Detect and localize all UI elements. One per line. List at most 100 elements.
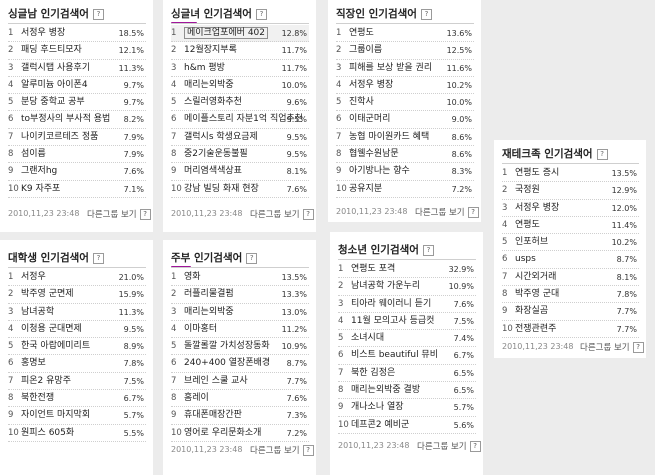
keyword-link[interactable]: K9 자주포 [21,183,61,194]
keyword-link[interactable]: 11월 모의고사 등급컷 [351,315,435,326]
keyword-row[interactable]: 3 서정우 병장 12.0% [502,200,639,217]
keyword-link[interactable]: 브레인 스쿨 교사 [184,375,248,386]
keyword-row[interactable]: 3 갤럭시탭 사용후기 11.3% [8,60,146,77]
help-icon[interactable]: ? [420,8,432,20]
keyword-row[interactable]: 6 홍명보 7.8% [8,355,146,373]
keyword-row[interactable]: 5 소녀시대 7.4% [338,330,476,348]
keyword-link[interactable]: 알루미늄 아이폰4 [21,79,88,90]
keyword-link[interactable]: 매리는외박중 [184,79,234,90]
keyword-link[interactable]: 서정우 병장 [515,202,560,213]
keyword-row[interactable]: 1 메이크업포에버 402 12.8% [171,25,309,43]
keyword-link[interactable]: 피온2 유망주 [21,375,71,386]
keyword-link[interactable]: 휴대폰매장간판 [184,410,242,421]
keyword-row[interactable]: 2 국정원 12.9% [502,182,639,200]
help-icon[interactable]: ? [596,148,608,160]
keyword-link[interactable]: 협웰수원남문 [349,149,399,160]
keyword-row[interactable]: 10 강남 빌딩 화재 현장 7.6% [171,181,309,198]
keyword-row[interactable]: 9 휴대폰매장간판 7.3% [171,407,309,425]
keyword-link[interactable]: 메이플스토리 자분1억 직업추천 [184,114,304,125]
keyword-link[interactable]: 서정우 병장 [21,28,66,38]
keyword-row[interactable]: 6 usps 8.7% [502,251,639,269]
keyword-link[interactable]: 북한전쟁 [21,393,55,404]
keyword-link[interactable]: 연평도 증시 [515,168,560,178]
keyword-link[interactable]: 12월장지부록 [184,45,237,56]
keyword-link[interactable]: 시간외거래 [515,271,557,282]
keyword-row[interactable]: 1 연평도 13.6% [336,25,474,43]
keyword-row[interactable]: 8 섬이름 7.9% [8,146,146,164]
keyword-link[interactable]: 소녀시대 [351,333,385,344]
keyword-row[interactable]: 3 h&m 평방 11.7% [171,60,309,77]
keyword-link[interactable]: 농협 마이원카드 혜택 [349,131,430,142]
keyword-row[interactable]: 7 나이키코르테즈 정품 7.9% [8,129,146,147]
keyword-link[interactable]: 국정원 [515,185,540,196]
keyword-link[interactable]: 진학사 [349,97,374,108]
keyword-row[interactable]: 10 전쟁관련주 7.7% [502,321,639,338]
keyword-link[interactable]: 남녀공학 가운누리 [351,281,421,292]
keyword-link[interactable]: 인포허브 [515,237,549,248]
keyword-link[interactable]: 스릴러영화추천 [184,97,242,108]
other-groups-button[interactable]: 다른그룹 보기? [250,208,314,220]
keyword-link[interactable]: 전쟁관련주 [515,323,557,334]
keyword-link[interactable]: 강남 빌딩 화재 현장 [184,183,259,194]
keyword-link[interactable]: 피해를 보상 받을 권리 [349,62,433,73]
keyword-link[interactable]: 머리염색색상표 [184,166,242,177]
keyword-link[interactable]: 그룹이름 [349,45,383,56]
keyword-row[interactable]: 5 분당 중학교 공부 9.7% [8,94,146,112]
keyword-link[interactable]: 서정우 병장 [349,79,394,90]
keyword-row[interactable]: 4 매리는외박중 10.0% [171,77,309,95]
keyword-link[interactable]: 연평도 포격 [351,264,396,274]
keyword-row[interactable]: 9 아기방나는 향수 8.3% [336,163,474,181]
keyword-link[interactable]: 이마홍터 [184,323,218,334]
keyword-link[interactable]: 자이언트 마지막회 [21,410,91,421]
keyword-link[interactable]: 박주영 군면제 [21,289,74,300]
keyword-row[interactable]: 6 240+400 열장폰배경 8.7% [171,355,309,373]
keyword-row[interactable]: 5 인포허브 10.2% [502,234,639,252]
keyword-row[interactable]: 9 개나소나 열장 5.7% [338,399,476,417]
keyword-row[interactable]: 10 원피스 605화 5.5% [8,425,146,442]
keyword-row[interactable]: 1 서정우 21.0% [8,269,146,287]
keyword-row[interactable]: 2 러플리물결펌 13.3% [171,286,309,304]
keyword-row[interactable]: 4 이마홍터 11.2% [171,321,309,339]
keyword-row[interactable]: 3 남녀공학 11.3% [8,304,146,321]
keyword-link[interactable]: 화장실곰 [515,306,549,317]
keyword-link[interactable]: 이청용 군대면제 [21,323,82,334]
keyword-row[interactable]: 10 공유지분 7.2% [336,181,474,198]
help-icon[interactable]: ? [92,252,104,264]
keyword-link[interactable]: 연평도 [349,28,374,38]
keyword-row[interactable]: 5 돌깔롤깔 가치성장동화 10.9% [171,338,309,356]
keyword-link[interactable]: 러플리물결펌 [184,289,234,300]
keyword-link[interactable]: 섬이름 [21,149,46,160]
help-icon[interactable]: ? [92,8,104,20]
keyword-row[interactable]: 6 이태군머리 9.0% [336,111,474,129]
keyword-row[interactable]: 4 이청용 군대면제 9.5% [8,321,146,339]
keyword-link[interactable]: 영화 [184,272,201,282]
keyword-link[interactable]: 매리는외박중 결방 [351,385,421,396]
keyword-link[interactable]: 메이크업포에버 402 [184,27,268,39]
keyword-row[interactable]: 9 화장실곰 7.7% [502,303,639,321]
keyword-row[interactable]: 2 12월장지부록 11.7% [171,42,309,60]
keyword-row[interactable]: 7 갤럭시s 학생요금제 9.5% [171,129,309,147]
keyword-row[interactable]: 7 농협 마이원카드 혜택 8.6% [336,129,474,147]
keyword-link[interactable]: 남녀공학 [21,306,55,317]
keyword-row[interactable]: 3 티아라 웨이러니 듣기 7.6% [338,296,476,313]
keyword-row[interactable]: 9 머리염색색상표 8.1% [171,163,309,181]
keyword-row[interactable]: 8 중2기술운동불필 9.5% [171,146,309,164]
keyword-row[interactable]: 2 그룹이름 12.5% [336,42,474,60]
keyword-row[interactable]: 6 메이플스토리 자분1억 직업추천 9.5% [171,111,309,129]
keyword-row[interactable]: 7 브레인 스쿨 교사 7.7% [171,373,309,391]
keyword-link[interactable]: 갤럭시s 학생요금제 [184,131,258,142]
keyword-link[interactable]: 돌깔롤깔 가치성장동화 [184,341,270,352]
keyword-row[interactable]: 2 남녀공학 가운누리 10.9% [338,278,476,296]
keyword-row[interactable]: 8 북한전쟁 6.7% [8,390,146,408]
keyword-row[interactable]: 2 박주영 군면제 15.9% [8,286,146,304]
keyword-row[interactable]: 5 한국 아랍에미리트 8.9% [8,338,146,356]
keyword-link[interactable]: 홈레이 [184,393,209,404]
keyword-link[interactable]: 매리는외박중 [184,306,234,317]
keyword-row[interactable]: 10 K9 자주포 7.1% [8,181,146,198]
keyword-link[interactable]: 갤럭시탭 사용후기 [21,62,91,73]
keyword-row[interactable]: 8 협웰수원남문 8.6% [336,146,474,164]
keyword-row[interactable]: 8 박주영 군대 7.8% [502,286,639,304]
keyword-link[interactable]: 패딩 후드티모자 [21,45,82,56]
keyword-link[interactable]: 원피스 605화 [21,427,75,438]
keyword-row[interactable]: 9 그랜저hg 7.6% [8,163,146,181]
